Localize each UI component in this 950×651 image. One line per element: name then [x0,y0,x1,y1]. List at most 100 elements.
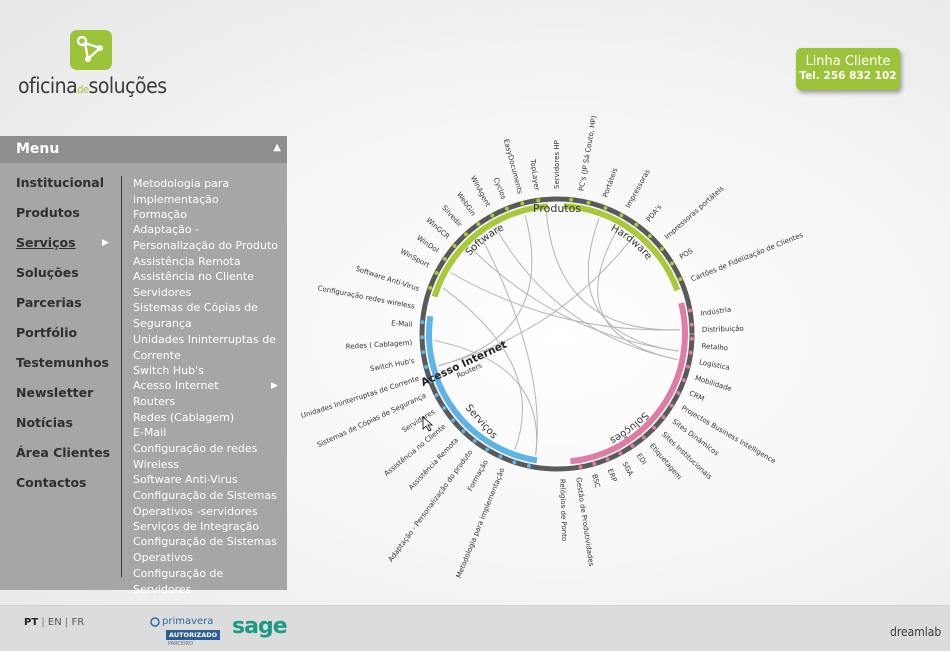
solucoes-dot[interactable] [592,461,597,466]
submenu-item[interactable]: Acesso Internet [133,379,219,392]
menu-item-testemunhos[interactable]: Testemunhos [16,355,109,370]
hardware-dot[interactable] [647,234,652,239]
servicos-dot[interactable] [498,454,503,459]
servicos-item-label[interactable]: E-Mail [391,319,413,328]
software-item-label[interactable]: WinGCR [425,216,452,241]
solucoes-dot[interactable] [578,464,583,469]
hardware-dot[interactable] [634,222,639,227]
menu-item-institucional[interactable]: Institucional [16,175,105,190]
solucoes-item-label[interactable]: SGA [621,461,635,478]
servicos-dot[interactable] [485,447,490,452]
servicos-dot[interactable] [461,429,466,434]
hardware-dot[interactable] [659,247,664,252]
servicos-dot[interactable] [472,439,477,444]
software-item-label[interactable]: Cyclos [492,176,508,200]
submenu-item[interactable]: Unidades Ininterruptas de Corrente [133,333,276,362]
solucoes-dot[interactable] [689,336,694,341]
software-item-label[interactable]: WebGin [455,191,477,218]
hardware-dot[interactable] [670,261,675,266]
submenu-item[interactable]: Formação [133,208,187,221]
software-dot[interactable] [520,201,525,206]
language-en[interactable]: EN [47,617,62,628]
servicos-dot[interactable] [451,418,456,423]
servicos-item-label[interactable]: Metodologia para implementação [455,467,507,579]
servicos-item-label[interactable]: Configuração redes wireless [317,284,416,310]
hardware-item-label[interactable]: Portáteis [601,167,619,199]
servicos-item-label[interactable]: Servidores [401,408,437,435]
solucoes-dot[interactable] [661,415,666,420]
servicos-dot[interactable] [526,464,531,469]
servicos-dot[interactable] [442,406,447,411]
menu-item-solucoes[interactable]: Soluções [16,265,79,280]
servicos-item-label[interactable]: Unidades Ininterruptas de Corrente [300,375,420,420]
solucoes-item-label[interactable]: BSC [590,473,601,489]
submenu-item[interactable]: Software Anti-Virus [133,473,238,486]
hardware-dot[interactable] [586,200,591,205]
sage-logo[interactable]: sage [232,614,288,639]
hardware-item-label[interactable]: PC's (JP Sá Couto, HP) [578,115,599,192]
servicos-item-label[interactable]: Software Anti-Virus [354,265,420,293]
submenu-item[interactable]: Configuração de Sistemas Operativos -ser… [133,489,277,518]
servicos-dot[interactable] [434,393,439,398]
hardware-item-label[interactable]: Cartões de Fidelização de Clientes [690,231,805,284]
solucoes-dot[interactable] [676,391,681,396]
solucoes-dot[interactable] [689,322,694,327]
software-dot[interactable] [536,198,541,203]
submenu-item[interactable]: E-Mail [133,426,167,439]
submenu-item[interactable]: Sistemas de Cópias de Segurança [133,301,258,330]
solucoes-dot[interactable] [681,378,686,383]
servicos-item-label[interactable]: Redes ( Cablagem) [346,339,413,351]
submenu-item[interactable]: Routers [133,395,176,408]
solucoes-item-label[interactable]: Retalho [701,342,728,352]
submenu-item[interactable]: Servidores [133,286,192,299]
hardware-item-label[interactable]: Impressoras [624,168,652,210]
solucoes-dot[interactable] [685,364,690,369]
software-dot[interactable] [452,244,457,249]
hardware-item-label[interactable]: Impressoras portáteis [663,184,726,241]
submenu-item[interactable]: Switch Hub's [133,364,204,377]
hardware-dot[interactable] [603,205,608,210]
menu-item-area-clientes[interactable]: Área Clientes [16,445,111,460]
solucoes-item-label[interactable]: Gestão de Produtividades [574,477,595,567]
submenu-item[interactable]: Configuração de Sistemas Operativos [133,535,277,564]
primavera-logo[interactable]: primavera AUTORIZADO PARCEIRO [150,616,221,648]
servicos-item-label[interactable]: Assistência no Cliente [383,423,448,478]
hardware-dot[interactable] [569,197,574,202]
software-item-label[interactable]: WinSport [399,247,431,269]
solucoes-item-label[interactable]: Sites Institucionais [660,430,714,481]
solucoes-item-label[interactable]: Distribuição [702,325,744,334]
solucoes-dot[interactable] [687,308,692,313]
menu-item-newsletter[interactable]: Newsletter [16,385,94,400]
menu-item-produtos[interactable]: Produtos [16,205,80,220]
servicos-dot[interactable] [512,460,517,465]
servicos-dot[interactable] [420,335,425,340]
solucoes-dot[interactable] [652,425,657,430]
servicos-dot[interactable] [420,320,425,325]
logo[interactable]: oficinadesoluções [18,30,188,110]
solucoes-dot[interactable] [688,350,693,355]
submenu-item[interactable]: Assistência Remota [133,255,241,268]
software-item-label[interactable]: Silvedir [440,204,463,229]
language-pt[interactable]: PT [24,617,39,628]
submenu-item[interactable]: Configuração de redes Wireless [133,442,258,471]
solucoes-item-label[interactable]: CRM [688,389,706,403]
hardware-dot[interactable] [619,213,624,218]
servicos-item-label[interactable]: Switch Hub's [369,357,415,373]
servicos-dot[interactable] [424,365,429,370]
solucoes-dot[interactable] [618,451,623,456]
submenu-item[interactable]: Adaptação - Personalização do Produto [133,223,279,252]
software-dot[interactable] [428,285,433,290]
menu-item-contactos[interactable]: Contactos [16,475,87,490]
software-dot[interactable] [476,222,481,227]
solucoes-item-label[interactable]: ERP [606,468,618,483]
submenu-item[interactable]: Assistência no Cliente [133,270,254,283]
software-item-label[interactable]: WinAgent [469,175,492,209]
software-item-label[interactable]: WinDol [415,234,440,255]
servicos-dot[interactable] [428,379,433,384]
solucoes-item-label[interactable]: EDI [635,452,648,466]
software-dot[interactable] [442,256,447,261]
menu-item-servicos[interactable]: Serviços [16,235,76,250]
submenu-item[interactable]: Metodologia para implementação [133,177,230,206]
software-dot[interactable] [490,213,495,218]
software-dot[interactable] [504,206,509,211]
